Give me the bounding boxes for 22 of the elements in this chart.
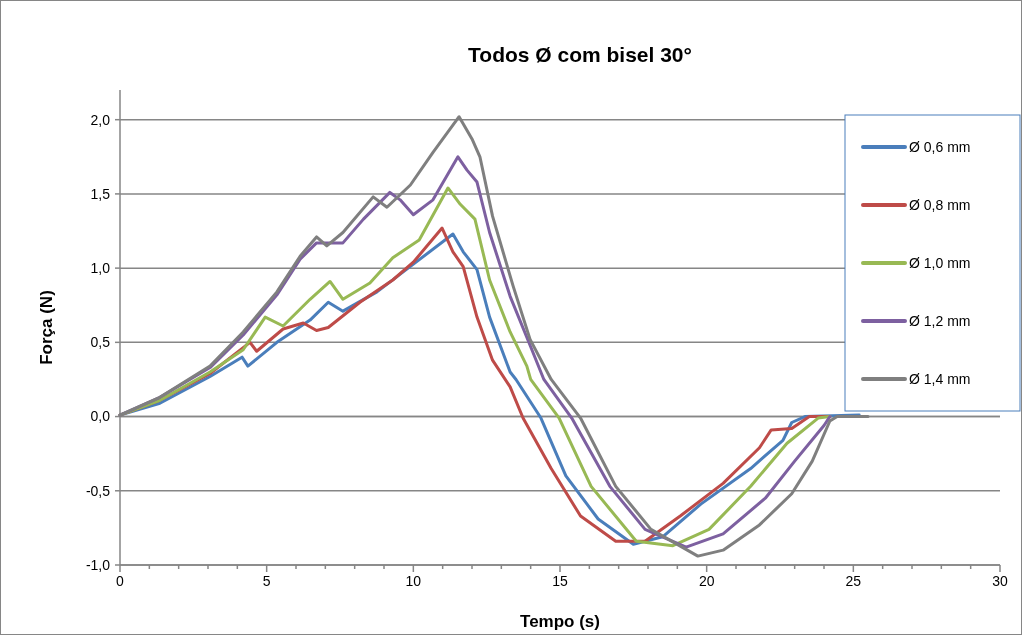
- y-tick-label: 1,0: [90, 260, 111, 277]
- chart-title: Todos Ø com bisel 30°: [468, 43, 692, 66]
- x-tick-label: 15: [552, 573, 568, 589]
- y-axis-title: Força (N): [37, 290, 56, 365]
- y-tick-label: -1,0: [85, 556, 111, 573]
- legend-label: Ø 1,0 mm: [909, 254, 971, 271]
- x-tick-label: 30: [992, 573, 1008, 589]
- y-tick-label: 1,5: [90, 185, 111, 202]
- x-tick-label: 25: [845, 573, 862, 589]
- x-tick-label: 5: [262, 573, 271, 589]
- y-tick-label: 2,0: [90, 111, 111, 128]
- x-tick-label: 0: [116, 573, 125, 589]
- x-axis-title: Tempo (s): [520, 612, 600, 631]
- legend-label: Ø 0,8 mm: [909, 196, 971, 213]
- x-tick-label: 10: [405, 573, 422, 589]
- x-tick-label: 20: [698, 573, 715, 589]
- y-tick-label: 0,0: [90, 408, 111, 425]
- y-tick-label: -0,5: [85, 482, 111, 499]
- legend-label: Ø 0,6 mm: [909, 138, 971, 155]
- legend-label: Ø 1,2 mm: [909, 312, 971, 329]
- legend-label: Ø 1,4 mm: [909, 370, 971, 387]
- y-tick-label: 0,5: [90, 334, 111, 351]
